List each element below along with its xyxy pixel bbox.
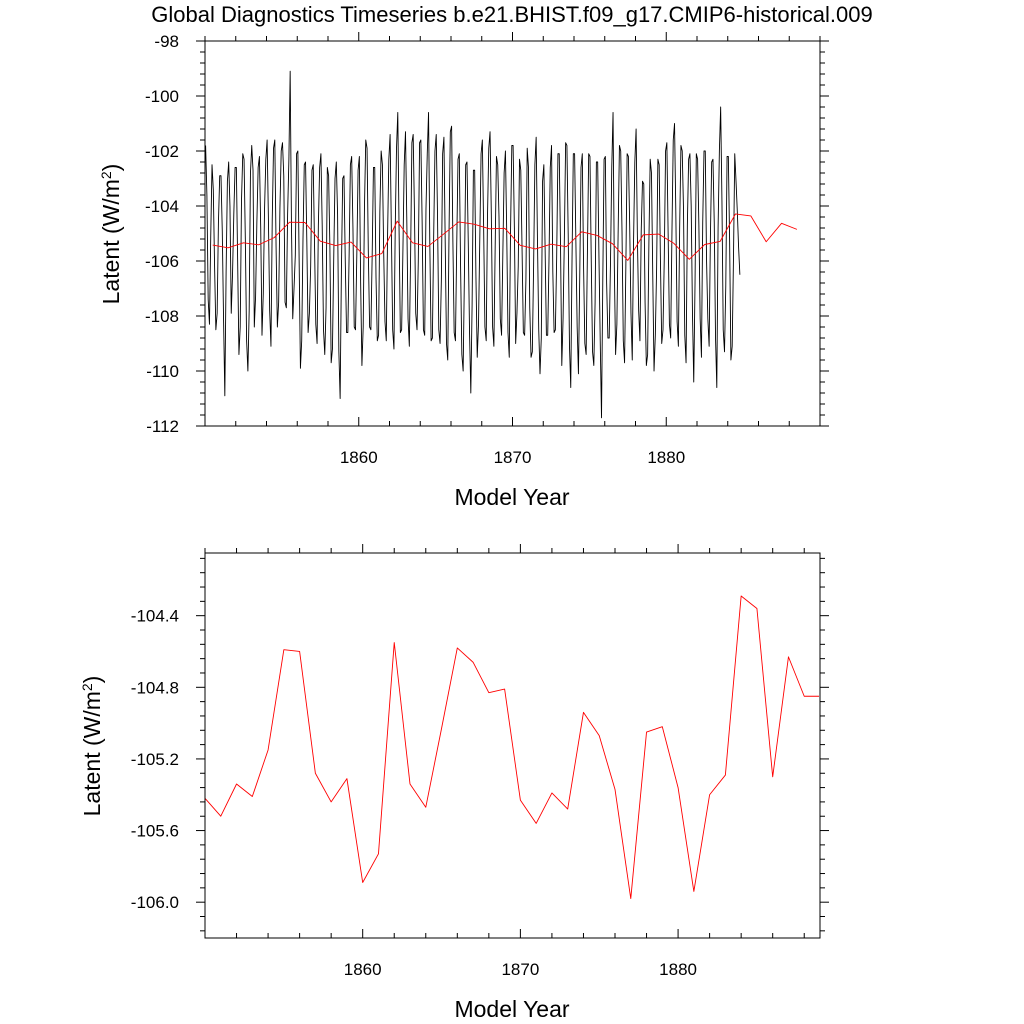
top-y-axis-title-sup: 2 <box>98 171 114 179</box>
top-y-axis-title-close: ) <box>98 164 124 172</box>
top-series-monthly-line <box>205 70 741 419</box>
bottom-x-tick-label: 1860 <box>344 960 382 979</box>
top-y-tick-label: -102 <box>145 142 179 161</box>
bottom-y-axis-title-sup: 2 <box>79 683 95 691</box>
top-x-tick-label: 1860 <box>340 448 378 467</box>
bottom-y-axis-title-main: Latent (W/m <box>79 691 105 816</box>
top-x-tick-label: 1870 <box>494 448 532 467</box>
bottom-y-tick-label: -104.8 <box>131 678 179 697</box>
bottom-y-tick-label: -105.2 <box>131 750 179 769</box>
top-panel: 1860 1870 1880 -112 -110 -108 -106 -104 -102 -100… <box>98 32 829 510</box>
bottom-plot-frame <box>204 552 821 939</box>
top-x-axis-title: Model Year <box>454 484 569 510</box>
top-y-axis-title-main: Latent (W/m <box>98 179 124 304</box>
bottom-y-tick-label: -106.0 <box>131 893 179 912</box>
bottom-x-tick-label: 1880 <box>659 960 697 979</box>
top-y-tick-label: -108 <box>145 307 179 326</box>
bottom-plot-area: 1860 1870 1880 -106.0 -105.6 -105.2 -104.8 -104… <box>131 544 829 979</box>
bottom-panel: 1860 1870 1880 -106.0 -105.6 -105.2 -104.8 -104… <box>79 544 829 1022</box>
bottom-series-annual-mean-line <box>204 595 819 900</box>
top-x-tick-label: 1880 <box>647 448 685 467</box>
chart-title: Global Diagnostics Timeseries b.e21.BHIS… <box>151 2 872 27</box>
top-y-tick-label: -98 <box>154 32 179 51</box>
top-plot-frame <box>204 40 821 427</box>
top-series-annual-mean-line <box>212 213 798 261</box>
top-y-tick-label: -106 <box>145 252 179 271</box>
top-plot-area: 1860 1870 1880 -112 -110 -108 -106 -104 -102 -100… <box>145 32 829 467</box>
bottom-y-axis-title-close: ) <box>79 676 105 684</box>
top-y-tick-label: -110 <box>146 362 179 381</box>
bottom-x-tick-label: 1870 <box>501 960 539 979</box>
top-y-axis-title: Latent (W/m2) <box>98 164 124 305</box>
top-y-tick-label: -100 <box>145 87 179 106</box>
bottom-x-axis-title: Model Year <box>454 996 569 1022</box>
bottom-y-axis-title: Latent (W/m2) <box>79 676 105 817</box>
bottom-y-tick-label: -104.4 <box>131 607 179 626</box>
top-y-tick-label: -112 <box>146 417 179 436</box>
bottom-y-tick-label: -105.6 <box>131 822 179 841</box>
top-y-tick-label: -104 <box>145 197 179 216</box>
